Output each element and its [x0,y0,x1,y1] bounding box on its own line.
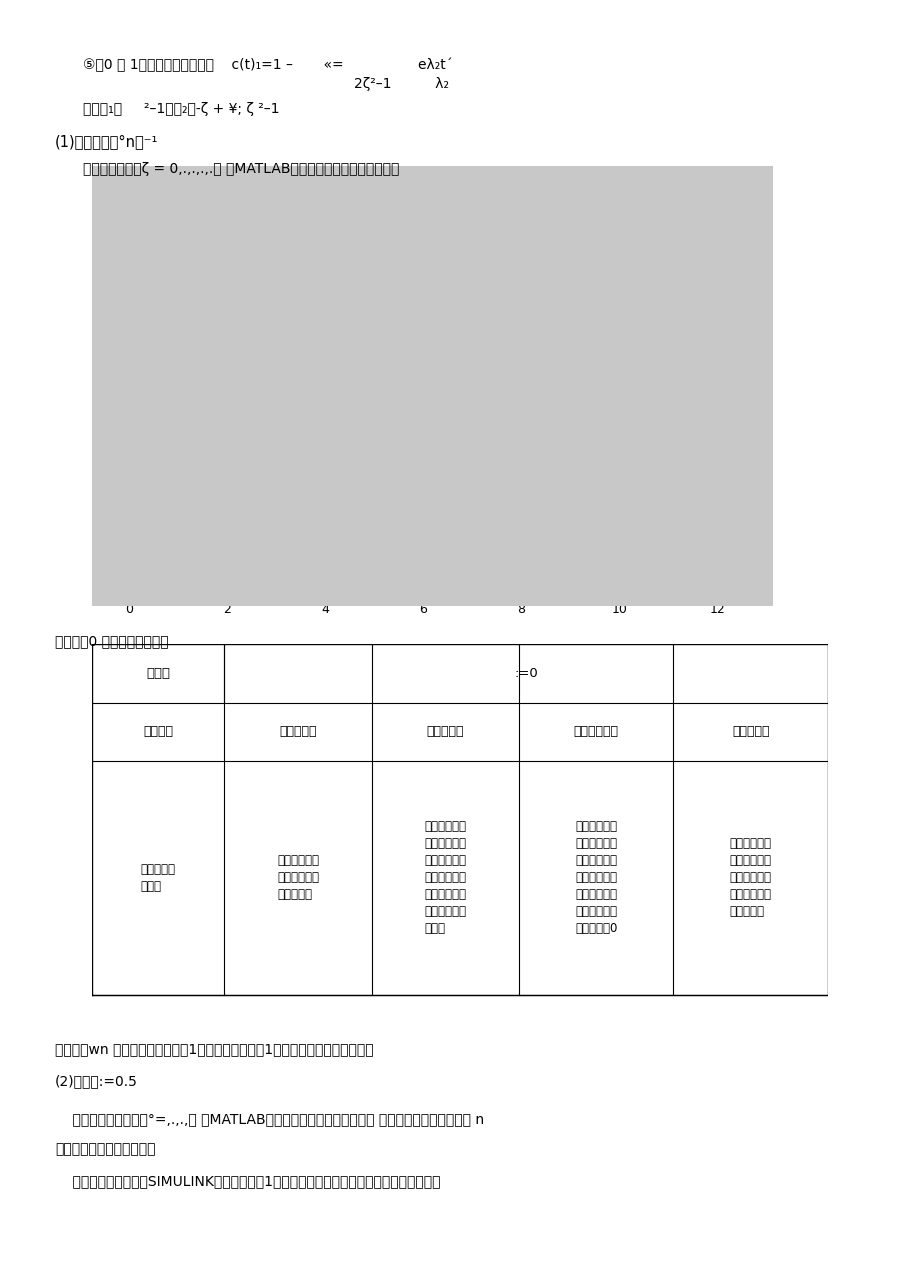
Text: 系统的单位阶
跃响应随时间
的推移单调增
长，在时间趋
于无穷大时，
系统响应的最
大超调量为0: 系统的单位阶 跃响应随时间 的推移单调增 长，在时间趋 于无穷大时， 系统响应的… [574,820,617,935]
Text: $\zeta$=: $\zeta$= [227,304,244,320]
Text: 选取不同阱尼比ζ = 0,.,.,.,.， 用MATLAB得到二阶系统阶跃响应曲线。: 选取不同阱尼比ζ = 0,.,.,.,.， 用MATLAB得到二阶系统阶跃响应曲… [83,162,399,176]
Text: 本题采用第三种，在SIMULINK环境下搞建图1的模型，进行仿真，二阶系统阶跃响应曲线。: 本题采用第三种，在SIMULINK环境下搞建图1的模型，进行仿真，二阶系统阶跃响… [55,1174,440,1188]
Text: 系统的暂态响
应是振幅随时
间按指数规律
衰减的周期函
数，阻尼比越
大，振幅衰减
的越快: 系统的暂态响 应是振幅随时 间按指数规律 衰减的周期函 数，阻尼比越 大，振幅衰… [424,820,466,935]
Text: 二阶系统0 对系统响应的影响: 二阶系统0 对系统响应的影响 [55,634,169,648]
Text: 欠阱尼状态: 欠阱尼状态 [426,726,463,739]
Text: 率对应的系统输出的情况。: 率对应的系统输出的情况。 [55,1142,155,1156]
Text: 临界阱尼状态: 临界阱尼状态 [573,726,618,739]
Text: 暂态响应随时
间按指数规律
单调衰减。系
统无超调，但
过程缓慢。: 暂态响应随时 间按指数规律 单调衰减。系 统无超调，但 过程缓慢。 [729,837,771,919]
Text: $\zeta$=: $\zeta$= [205,268,222,286]
Text: 分析：当wn 一定时，越小，振贶1越厉害，当增大到1以后，曲线变为单调上升。: 分析：当wn 一定时，越小，振贶1越厉害，当增大到1以后，曲线变为单调上升。 [55,1042,373,1057]
Text: ⑤刷0 ＞ 1时，系统阶跃响应为    c(t)₁=1 –       «=                 eλ₂t´: ⑤刷0 ＞ 1时，系统阶跃响应为 c(t)₁=1 – «= eλ₂t´ [83,57,452,71]
Text: 2ζ²–1          λ₂: 2ζ²–1 λ₂ [354,77,448,91]
Text: $\zeta$=0: $\zeta$=0 [242,213,267,230]
Text: 对系统响应
的影响: 对系统响应 的影响 [141,863,176,893]
Text: :=0: :=0 [514,667,538,680]
Text: 过阱尼状态: 过阱尼状态 [732,726,768,739]
Text: 无阱尼状态: 无阱尼状态 [279,726,316,739]
Text: (2)阱尼比:=0.5: (2)阱尼比:=0.5 [55,1074,138,1088]
Text: 阱尼比: 阱尼比 [146,667,170,680]
Text: 系统的暂态响
应是恒定振幅
的周期函数: 系统的暂态响 应是恒定振幅 的周期函数 [277,855,319,901]
Text: 系统状态: 系统状态 [143,726,173,739]
Text: 选取不同自然角频率°=,.,.,， 用MATLAB得到二阶系统阶跃响应曲线， 并分析比较不同自然角频 n: 选取不同自然角频率°=,.,.,， 用MATLAB得到二阶系统阶跃响应曲线， 并… [55,1113,483,1127]
Text: 其中九₁二     ²–1，九₂二-ζ + ¥; ζ ²–1: 其中九₁二 ²–1，九₂二-ζ + ¥; ζ ²–1 [83,102,279,116]
Text: (1)自然角频率°n二⁻¹: (1)自然角频率°n二⁻¹ [55,134,158,149]
